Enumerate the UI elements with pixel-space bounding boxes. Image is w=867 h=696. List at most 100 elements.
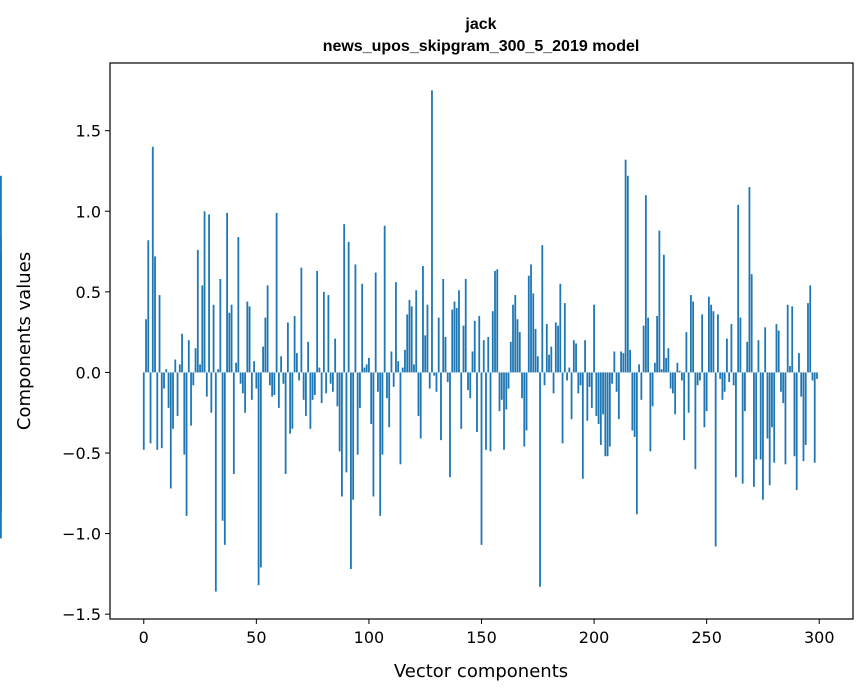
x-axis-ticks: 0 50 100 150 200 250 300 [139,619,835,647]
bar [649,372,652,452]
x-tick-label: 150 [466,628,497,647]
bar [717,314,719,373]
bar [230,304,233,373]
bar [318,367,321,373]
bar [683,372,686,441]
bar [728,372,731,383]
bar [259,372,262,568]
bar [744,372,746,412]
bar [235,362,237,373]
x-tick-label: 0 [139,628,149,647]
bar [329,372,332,384]
bar [503,372,505,450]
bar [277,372,280,408]
bar [178,364,181,373]
bar [496,269,499,373]
y-tick-label: 0.5 [76,283,101,302]
bar [532,293,535,373]
bar [293,316,296,373]
bar [467,372,469,391]
bar [275,212,278,373]
bar [680,372,683,381]
bar [552,372,555,394]
y-axis-label: Components values [14,252,35,430]
bar [766,372,769,439]
bar [0,372,2,457]
bar [232,372,235,474]
bar [424,335,427,373]
bar [539,372,541,587]
bar [316,270,319,373]
bar [525,372,528,431]
bar [313,372,316,395]
bar [629,349,631,373]
bar [383,225,386,373]
bar [660,369,663,373]
bar [145,319,147,373]
bar [786,304,789,373]
bar [732,372,735,386]
bar [163,372,165,389]
bar [518,332,521,373]
bar [737,204,740,373]
bar [368,357,370,373]
bar [689,295,692,373]
bar [167,372,170,408]
bar [266,285,269,373]
bar [669,372,672,389]
bar [142,372,145,450]
bar [662,254,665,373]
bar [388,372,391,428]
bar [692,301,695,373]
bar [208,214,210,373]
bar [708,296,710,373]
bar [370,372,373,424]
bar [667,348,670,373]
bar [426,304,429,373]
bar [185,372,188,516]
bar [194,348,197,373]
bar [341,372,343,497]
y-tick-label: 1.0 [76,202,101,221]
bar [214,372,217,592]
bar [602,372,604,415]
bar [638,364,641,373]
bar [356,372,359,455]
bar [570,372,573,420]
bar [460,372,463,429]
bar [784,372,787,465]
bar [548,354,550,373]
bar [253,361,255,373]
bar [478,316,481,373]
bar [487,336,490,373]
x-tick-label: 100 [354,628,385,647]
bar [354,264,357,373]
bar [311,372,314,400]
bar [566,372,568,381]
bar [223,372,226,545]
bar [217,369,219,373]
bar [280,356,283,373]
bar [205,372,208,397]
bar [611,372,613,384]
bar [390,351,393,373]
bar [719,372,722,379]
bar [440,372,442,441]
bar [363,367,366,373]
bar [304,372,307,416]
bar [302,372,305,400]
bar [181,333,183,373]
bar [309,372,312,429]
bar [498,372,501,412]
bar [762,372,764,500]
bar [572,340,575,373]
bar [190,372,192,426]
bar [464,278,467,373]
bar [187,340,190,373]
bar [726,338,728,373]
bar [491,311,494,373]
bar [789,365,791,373]
bar [241,372,244,394]
bar [392,372,395,387]
bar [588,372,591,387]
